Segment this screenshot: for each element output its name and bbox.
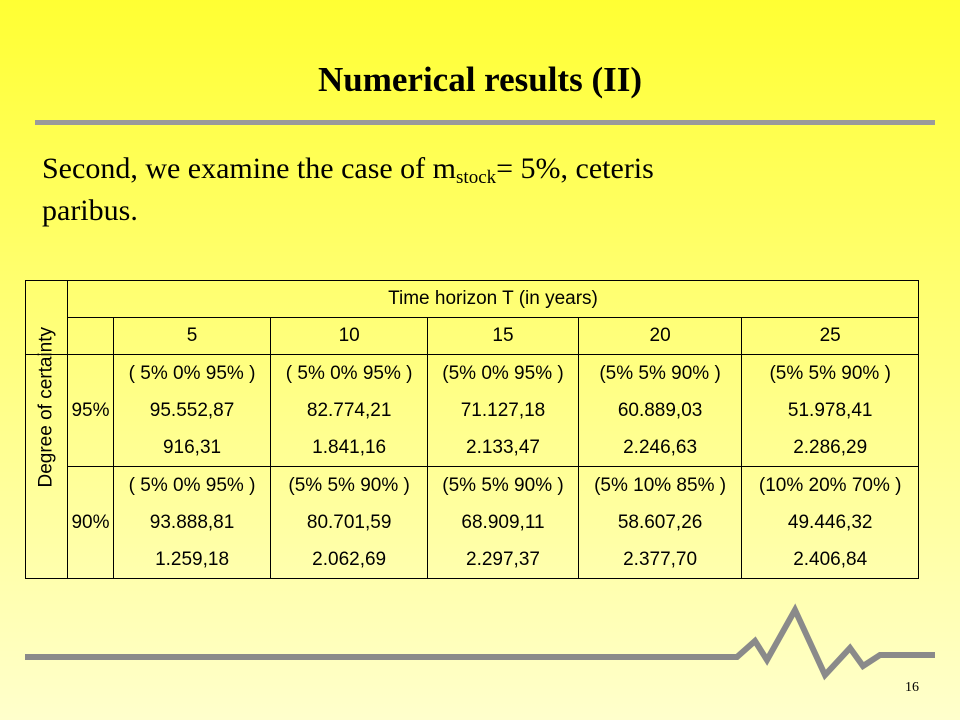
- error: 2.062,69: [312, 549, 387, 570]
- result-cell: (5% 10% 85% ) 58.607,26 2.377,70: [577, 466, 743, 579]
- error: 1.259,18: [155, 549, 230, 570]
- row-header-cell: Degree of certainty: [25, 326, 68, 579]
- error: 2.133,47: [466, 437, 540, 458]
- header-cell: Time horizon T (in years): [67, 280, 919, 318]
- result-cell: (5% 5% 90% ) 60.889,03 2.246,63: [577, 354, 743, 467]
- result-cell: ( 5% 0% 95% ) 93.888,81 1.259,18: [112, 466, 272, 579]
- value: 68.909,11: [461, 512, 545, 533]
- error: 2.246,63: [623, 437, 698, 458]
- data-row: Degree of certainty 95% ( 5% 0% 95% ) 95.55…: [25, 326, 919, 579]
- value: 82.774,21: [306, 400, 392, 421]
- value: 93.888,81: [149, 512, 235, 533]
- column-header: 5: [112, 317, 272, 355]
- title-rule: [35, 120, 935, 125]
- data-row: 90%( 5% 0% 95% ) 93.888,81 1.259,18 (5% 5% …: [26, 466, 919, 579]
- allocation: (5% 5% 90% ): [288, 475, 410, 496]
- value: 60.889,03: [617, 400, 703, 421]
- column-header: 10: [270, 317, 429, 355]
- result-cell: ( 5% 0% 95% ) 95.552,87 916,31: [112, 354, 272, 467]
- column-header: 15: [427, 317, 579, 355]
- allocation: ( 5% 0% 95% ): [128, 363, 256, 384]
- text: paribus.: [42, 194, 138, 227]
- result-cell: (5% 5% 90% ) 68.909,11 2.297,37: [427, 466, 579, 579]
- allocation: (5% 0% 95% ): [442, 363, 564, 384]
- error: 2.377,70: [623, 549, 698, 570]
- result-cell: (5% 5% 90% ) 80.701,59 2.062,69: [270, 466, 429, 579]
- allocation: (10% 20% 70% ): [758, 475, 902, 496]
- error: 2.297,37: [466, 549, 540, 570]
- allocation: (5% 5% 90% ): [769, 363, 891, 384]
- text: Second, we examine the case of m: [42, 152, 457, 185]
- allocation: (5% 5% 90% ): [599, 363, 721, 384]
- value: 51.978,41: [787, 400, 873, 421]
- value: 95.552,87: [149, 400, 235, 421]
- results-table: Time horizon T (in years) 5 10 15 20 25 Degree…: [25, 280, 919, 579]
- column-header: 20: [577, 317, 743, 355]
- error: 2.406,84: [793, 549, 868, 570]
- subscript: stock: [456, 167, 497, 188]
- error: 916,31: [162, 437, 222, 458]
- error: 1.841,16: [312, 437, 387, 458]
- allocation: ( 5% 0% 95% ): [128, 475, 256, 496]
- value: 58.607,26: [617, 512, 703, 533]
- value: 49.446,32: [787, 512, 873, 533]
- allocation: (5% 5% 90% ): [442, 475, 564, 496]
- row-label: 95%: [67, 354, 114, 467]
- value: 80.701,59: [306, 512, 392, 533]
- title: Numerical results (II): [317, 60, 643, 99]
- header-row: Time horizon T (in years): [25, 280, 919, 355]
- body-text: Second, we examine the case of mstock= 5…: [42, 148, 654, 232]
- result-cell: (5% 5% 90% ) 51.978,41 2.286,29: [741, 354, 919, 467]
- value: 71.127,18: [460, 400, 546, 421]
- year-row: 5 10 15 20 25: [26, 317, 919, 355]
- text: = 5%, ceteris: [496, 152, 654, 185]
- result-cell: (10% 20% 70% ) 49.446,32 2.406,84: [741, 466, 919, 579]
- zigzag-line: [25, 603, 935, 681]
- error: 2.286,29: [793, 437, 868, 458]
- result-cell: ( 5% 0% 95% ) 82.774,21 1.841,16: [270, 354, 429, 467]
- page-number: 16: [905, 680, 919, 695]
- allocation: (5% 10% 85% ): [594, 475, 727, 496]
- allocation: ( 5% 0% 95% ): [285, 363, 413, 384]
